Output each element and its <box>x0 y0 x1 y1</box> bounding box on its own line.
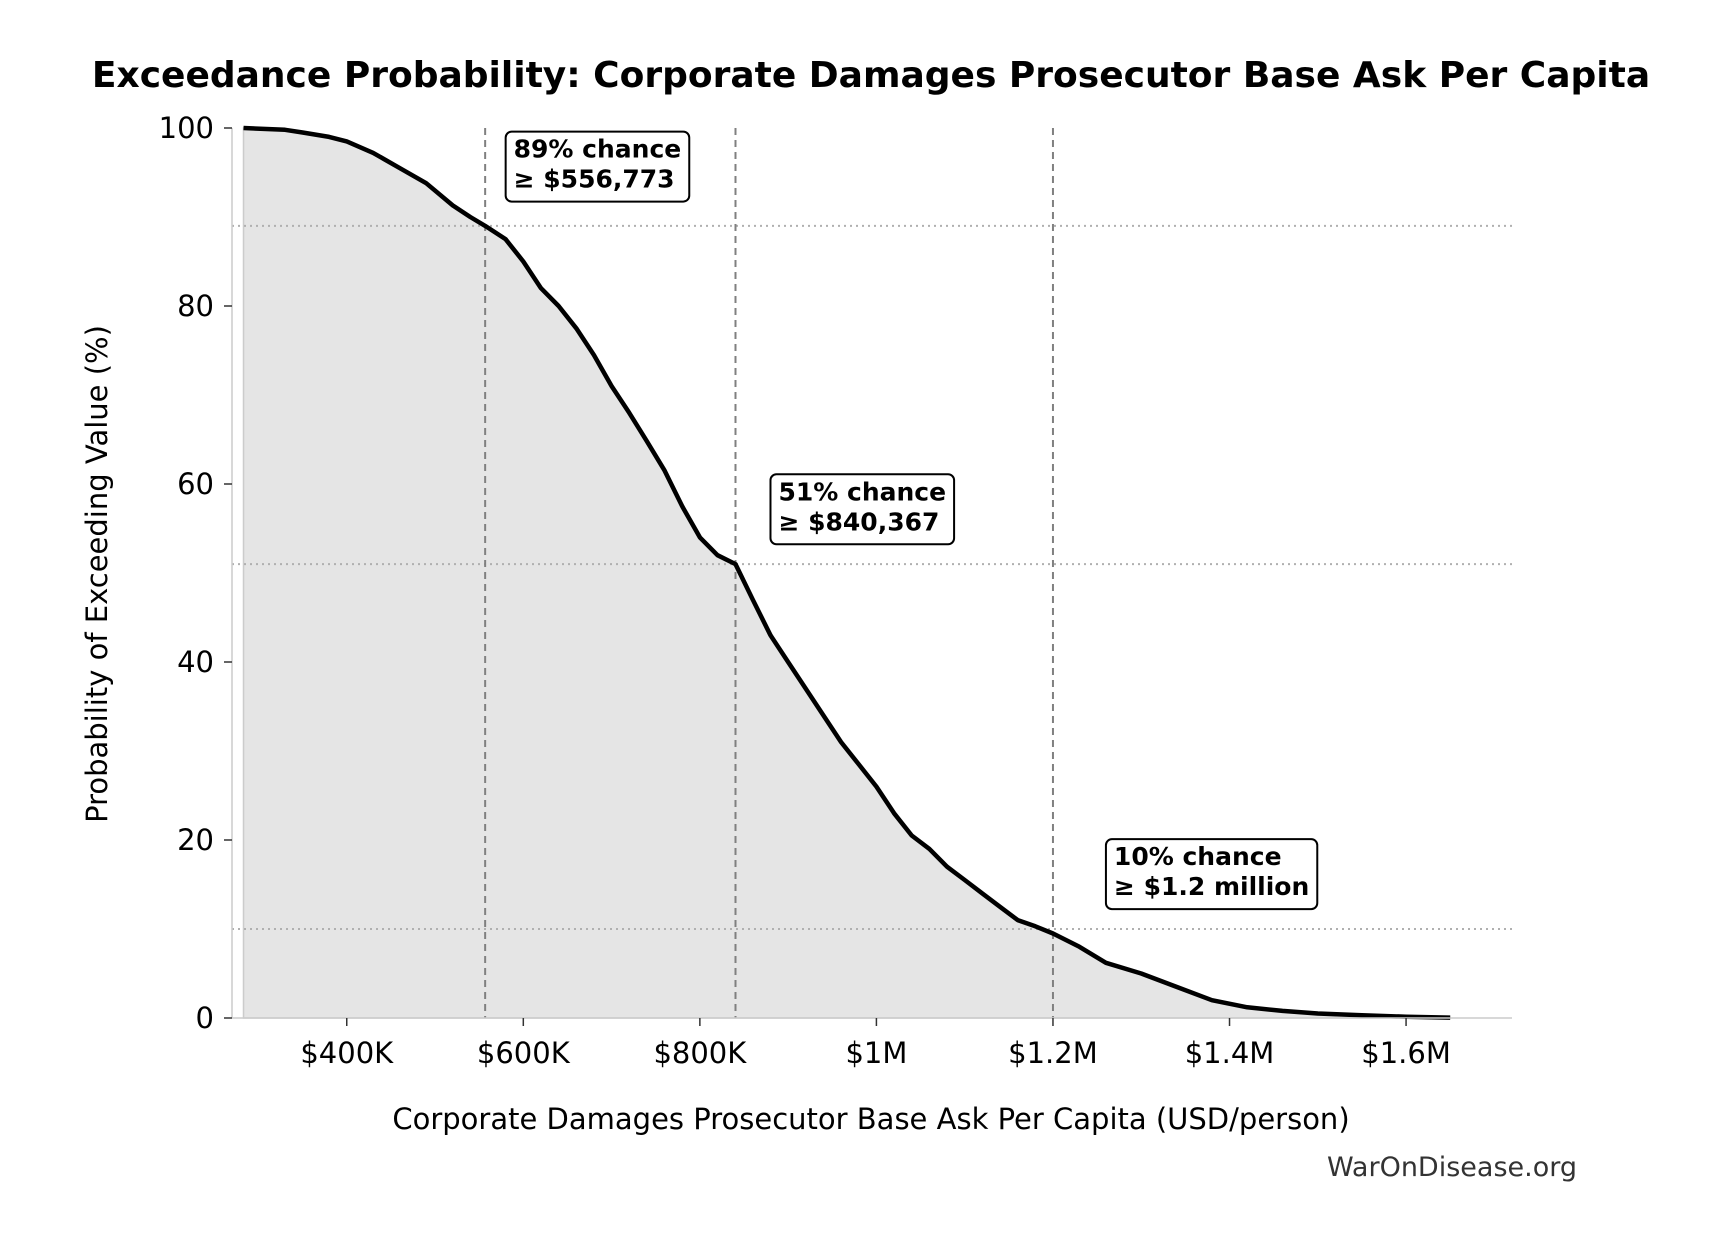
annotation-line2: ≥ $1.2 million <box>1114 872 1309 901</box>
x-tick-label: $800K <box>653 1036 747 1070</box>
x-tick-label: $1.4M <box>1185 1036 1275 1070</box>
y-tick-label: 100 <box>159 111 214 145</box>
chart-title: Exceedance Probability: Corporate Damage… <box>92 55 1650 96</box>
y-tick-label: 80 <box>177 289 214 323</box>
annotation-frame <box>504 130 691 203</box>
annotation-line2: ≥ $556,773 <box>514 165 675 194</box>
y-tick-label: 60 <box>177 467 214 501</box>
y-tick-label: 40 <box>177 645 214 679</box>
y-tick-label: 0 <box>196 1001 214 1035</box>
exceedance-curve <box>243 125 1451 1020</box>
annotation-line2: ≥ $840,367 <box>778 507 939 536</box>
x-tick-label: $1.6M <box>1361 1036 1451 1070</box>
watermark-text: WarOnDisease.org <box>1327 1152 1577 1183</box>
annotation-frame <box>769 473 956 546</box>
x-tick-label: $1M <box>845 1036 907 1070</box>
x-tick-label: $400K <box>300 1036 394 1070</box>
x-tick-label: $1.2M <box>1008 1036 1098 1070</box>
annotation-line1: 10% chance <box>1114 842 1282 871</box>
annotation-line1: 89% chance <box>514 135 682 164</box>
annotation-box-1: 51% chance≥ $840,367 <box>769 473 956 546</box>
x-tick-label: $600K <box>477 1036 571 1070</box>
x-ticks: $400K $600K $800K $1M $1.2M $1.4M $1.6M <box>300 1018 1451 1070</box>
plot-area: 0 20 40 60 80 100 $400K $600K $800K $1M $1.2M $1.4… <box>159 111 1512 1070</box>
annotations: 89% chance≥ $556,773 51% chance≥ $840,367… <box>504 130 1319 911</box>
annotation-frame <box>1104 838 1319 911</box>
x-axis-label: Corporate Damages Prosecutor Base Ask Pe… <box>392 1102 1349 1136</box>
y-tick-label: 20 <box>177 823 214 857</box>
annotation-box-2: 10% chance≥ $1.2 million <box>1104 838 1319 911</box>
y-axis-label: Probability of Exceeding Value (%) <box>80 325 114 823</box>
annotation-box-0: 89% chance≥ $556,773 <box>504 130 691 203</box>
annotation-line1: 51% chance <box>778 477 946 506</box>
y-ticks: 0 20 40 60 80 100 <box>159 111 232 1035</box>
threshold-vlines <box>484 128 1054 1018</box>
